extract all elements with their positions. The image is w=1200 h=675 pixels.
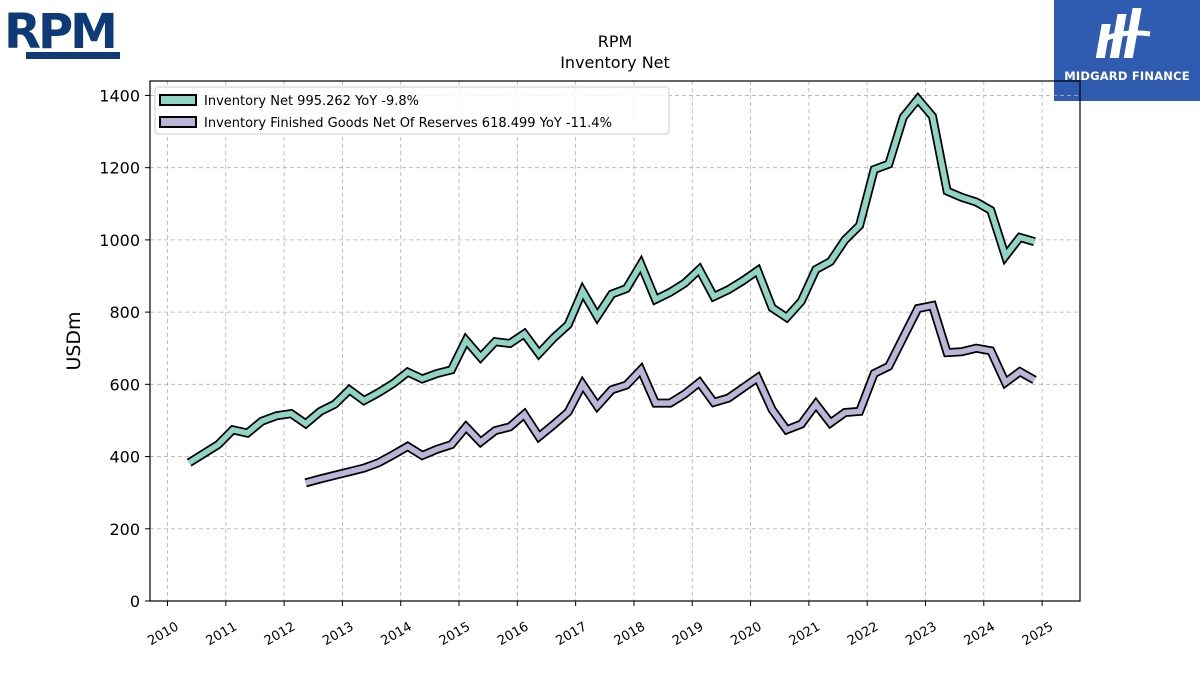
series-0-line <box>187 94 1036 466</box>
legend-label-0: Inventory Net 995.262 YoY -9.8% <box>204 94 419 109</box>
x-tick-label: 2016 <box>495 619 531 649</box>
y-tick-label: 1200 <box>99 159 140 178</box>
x-tick-label: 2010 <box>145 619 181 649</box>
x-tick-label: 2014 <box>379 619 415 649</box>
series-0-outline <box>186 92 1036 467</box>
rpm-logo: RPM <box>4 4 124 66</box>
y-tick-label: 800 <box>109 303 140 322</box>
y-tick-label: 1000 <box>99 231 140 250</box>
x-tick-label: 2015 <box>437 619 473 649</box>
y-tick-label: 600 <box>109 375 140 394</box>
midgard-brand-text: MIDGARD FINANCE <box>1064 69 1190 83</box>
x-tick-label: 2011 <box>204 619 240 649</box>
x-tick-label: 2020 <box>728 619 764 649</box>
x-tick-label: 2012 <box>262 619 298 649</box>
plot-area: 0 200 400 600 800 1000 1200 1400 2010 2011 2012 201… <box>99 80 1081 649</box>
midgard-finance-logo: MIDGARD FINANCE <box>1054 0 1200 101</box>
x-tick-label: 2019 <box>670 619 706 649</box>
y-axis-label: USDm <box>63 311 85 370</box>
midgard-emblem-icon <box>1095 8 1151 58</box>
legend-swatch-1 <box>159 116 197 128</box>
legend-swatch-0 <box>159 94 197 106</box>
legend: Inventory Net 995.262 YoY -9.8% Inventory… <box>154 86 670 135</box>
x-tick-label: 2017 <box>553 619 589 649</box>
y-tick-label: 0 <box>130 592 140 611</box>
legend-box <box>154 86 670 135</box>
series-1-line <box>304 302 1036 486</box>
y-tick-label: 1400 <box>99 86 140 105</box>
x-tick-label: 2024 <box>962 619 998 649</box>
x-tick-label: 2013 <box>320 619 356 649</box>
x-tick-label: 2023 <box>903 619 939 649</box>
legend-label-1: Inventory Finished Goods Net Of Reserves… <box>204 116 612 131</box>
x-tick-label: 2022 <box>845 619 881 649</box>
x-tick-label: 2018 <box>612 619 648 649</box>
plot-frame <box>149 80 1081 602</box>
y-tick-label: 400 <box>109 448 140 467</box>
chart-title: RPM <box>598 32 633 51</box>
x-tick-label: 2021 <box>787 619 823 649</box>
rpm-logo-text: RPM <box>4 4 115 60</box>
x-tick-label: 2025 <box>1020 619 1056 649</box>
y-tick-label: 200 <box>109 520 140 539</box>
chart-subtitle: Inventory Net <box>560 53 670 72</box>
